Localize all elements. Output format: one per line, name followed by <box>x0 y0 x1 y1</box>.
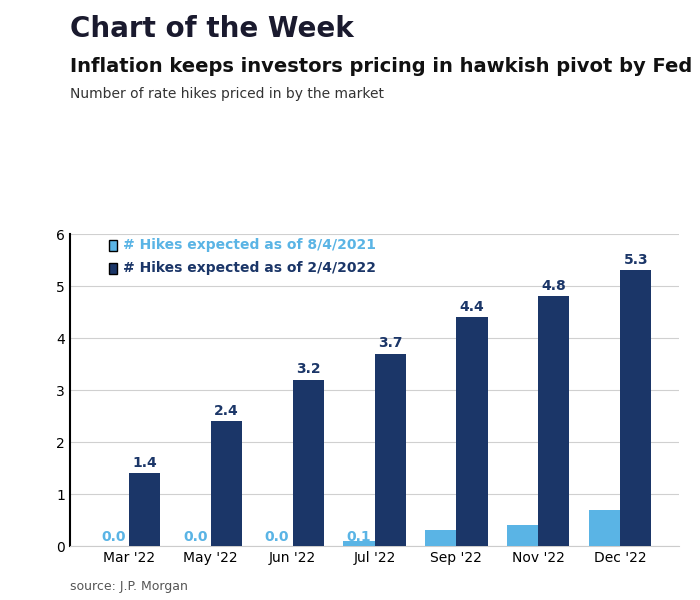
Bar <box>538 296 569 546</box>
Bar <box>211 421 241 546</box>
Bar <box>129 473 160 546</box>
Text: 0.1: 0.1 <box>346 530 371 544</box>
Bar <box>344 541 374 546</box>
Text: 0.3: 0.3 <box>428 530 453 544</box>
Text: Number of rate hikes priced in by the market: Number of rate hikes priced in by the ma… <box>70 87 384 101</box>
Bar <box>589 509 620 546</box>
Text: 4.8: 4.8 <box>542 279 566 293</box>
Bar <box>456 317 487 546</box>
Text: 5.3: 5.3 <box>624 253 648 267</box>
Text: 0.7: 0.7 <box>592 530 617 544</box>
Text: 0.0: 0.0 <box>101 530 125 544</box>
Text: 0.0: 0.0 <box>265 530 289 544</box>
Text: 3.2: 3.2 <box>296 362 321 376</box>
Text: Chart of the Week: Chart of the Week <box>70 15 354 43</box>
Text: source: J.P. Morgan: source: J.P. Morgan <box>70 580 188 593</box>
Text: 2.4: 2.4 <box>214 404 239 418</box>
Bar <box>426 530 456 546</box>
Bar <box>508 525 538 546</box>
Bar <box>620 271 651 546</box>
Bar <box>293 380 323 546</box>
Text: Inflation keeps investors pricing in hawkish pivot by Fed: Inflation keeps investors pricing in haw… <box>70 57 692 76</box>
Text: 3.7: 3.7 <box>378 337 402 350</box>
Text: 0.0: 0.0 <box>183 530 207 544</box>
Bar <box>374 353 405 546</box>
Text: # Hikes expected as of 2/4/2022: # Hikes expected as of 2/4/2022 <box>123 261 376 275</box>
Text: 1.4: 1.4 <box>132 456 157 470</box>
Text: 4.4: 4.4 <box>460 300 484 314</box>
Text: # Hikes expected as of 8/4/2021: # Hikes expected as of 8/4/2021 <box>123 238 376 253</box>
Text: 0.4: 0.4 <box>510 530 535 544</box>
